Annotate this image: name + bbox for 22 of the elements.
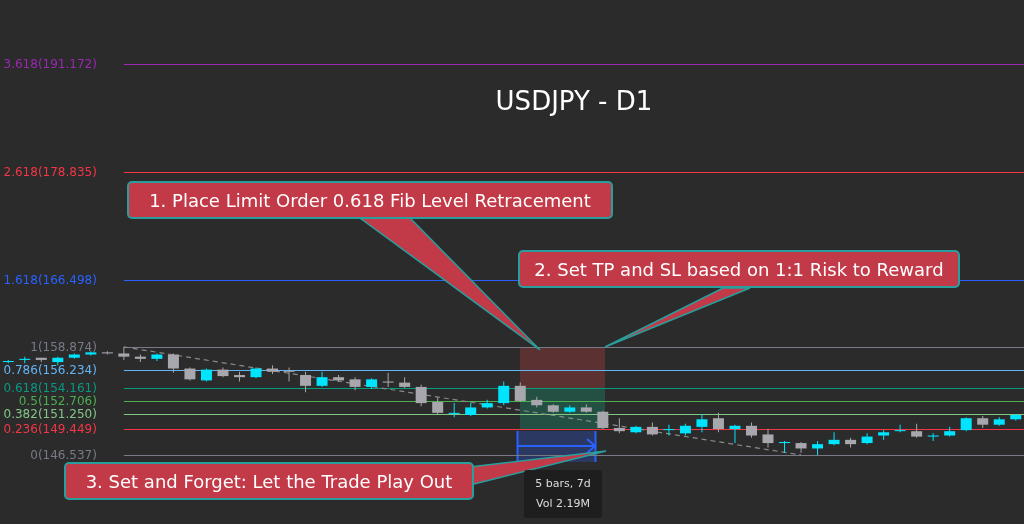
ref-line-label: 0.618(154.161): [3, 380, 97, 395]
text: Vol 2.19M: [535, 496, 591, 512]
ref-line-label: 0.382(151.250): [3, 406, 97, 421]
candlestick: [779, 440, 791, 453]
chart-title: USDJPY - D1: [495, 85, 653, 116]
candlestick: [283, 367, 295, 382]
candlestick: [382, 372, 394, 387]
text: 1. Place Limit Order 0.618 Fib Level Retracement: [127, 181, 613, 219]
text: 5 bars, 7d: [534, 476, 592, 492]
candlestick: [663, 424, 675, 436]
candlestick: [101, 351, 113, 355]
ref-line-label: 2.618(178.835): [3, 164, 97, 179]
ref-line-label: 1(158.874): [30, 339, 97, 354]
candlestick: [448, 403, 460, 418]
ref-line-label: 0(146.537): [30, 447, 97, 462]
ref-line-label: 0.5(152.706): [18, 393, 97, 408]
ref-line-label: 0.236(149.449): [3, 421, 97, 436]
ref-line-label: 0.786(156.234): [3, 362, 97, 377]
text: 2. Set TP and SL based on 1:1 Risk to Reward: [518, 250, 960, 288]
text: 3. Set and Forget: Let the Trade Play Out: [64, 462, 474, 500]
ref-line-label: 1.618(166.498): [3, 272, 97, 287]
ref-line-label: 3.618(191.172): [3, 56, 97, 71]
